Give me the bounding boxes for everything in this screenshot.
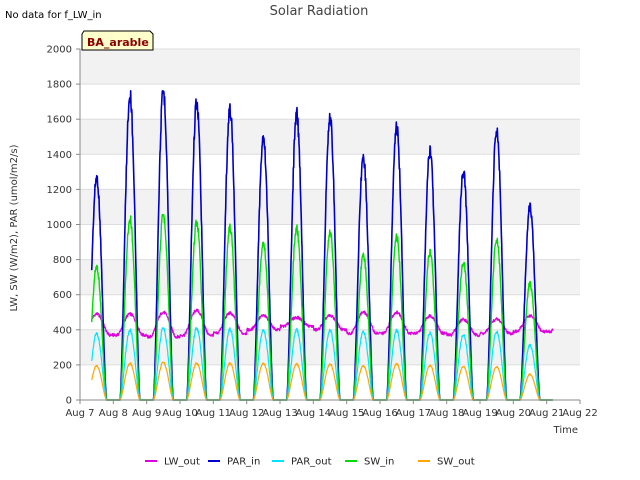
badge-label: BA_arable	[87, 36, 149, 49]
x-tick-label: Aug 15	[329, 408, 364, 419]
grid-band	[80, 119, 580, 155]
x-tick-label: Aug 8	[99, 408, 128, 419]
x-tick-label: Aug 16	[362, 408, 397, 419]
x-tick-label: Aug 22	[562, 408, 597, 419]
badge-box	[81, 30, 154, 51]
x-tick-label: Aug 9	[132, 408, 161, 419]
y-tick-label: 0	[66, 396, 72, 407]
y-tick-label: 1800	[47, 80, 72, 91]
x-tick-label: Aug 21	[529, 408, 564, 419]
x-axis-label: Time	[553, 425, 578, 436]
legend-label-sw-in: SW_in	[364, 457, 394, 468]
y-tick-label: 200	[53, 360, 72, 371]
x-tick-label: Aug 20	[496, 408, 531, 419]
y-tick-label: 2000	[47, 45, 72, 56]
badge: BA_arable	[81, 30, 154, 51]
x-tick-label: Aug 19	[462, 408, 497, 419]
y-axis-label: LW, SW (W/m2), PAR (umol/m2/s)	[9, 144, 20, 311]
y-tick-label: 1000	[47, 220, 72, 231]
x-tick-label: Aug 11	[196, 408, 231, 419]
y-tick-label: 400	[53, 325, 72, 336]
y-tick-label: 1200	[47, 185, 72, 196]
y-tick-label: 1400	[47, 150, 72, 161]
y-tick-label: 800	[53, 255, 72, 266]
no-data-note: No data for f_LW_in	[5, 10, 102, 21]
y-tick-label: 1600	[47, 115, 72, 126]
chart-title: Solar Radiation	[270, 4, 369, 19]
legend-label-par-out: PAR_out	[291, 457, 332, 468]
y-tick-label: 600	[53, 290, 72, 301]
legend-label-sw-out: SW_out	[437, 457, 475, 468]
x-tick-label: Aug 17	[396, 408, 431, 419]
y-tick-labels: 0 200 400 600 800 1000 1200 1400 1600 1800 2000	[47, 45, 80, 407]
x-tick-label: Aug 18	[429, 408, 464, 419]
legend: LW_out PAR_in PAR_out SW_in SW_out	[145, 457, 475, 468]
grid-band	[80, 189, 580, 225]
grid-band	[80, 259, 580, 295]
x-tick-label: Aug 7	[65, 408, 94, 419]
x-tick-label: Aug 10	[162, 408, 197, 419]
grid-band	[80, 329, 580, 365]
x-tick-label: Aug 13	[262, 408, 297, 419]
legend-label-par-in: PAR_in	[227, 457, 260, 468]
legend-label-lw-out: LW_out	[164, 457, 200, 468]
grid-band	[80, 49, 580, 85]
x-tick-label: Aug 12	[229, 408, 264, 419]
x-tick-label: Aug 14	[296, 408, 331, 419]
